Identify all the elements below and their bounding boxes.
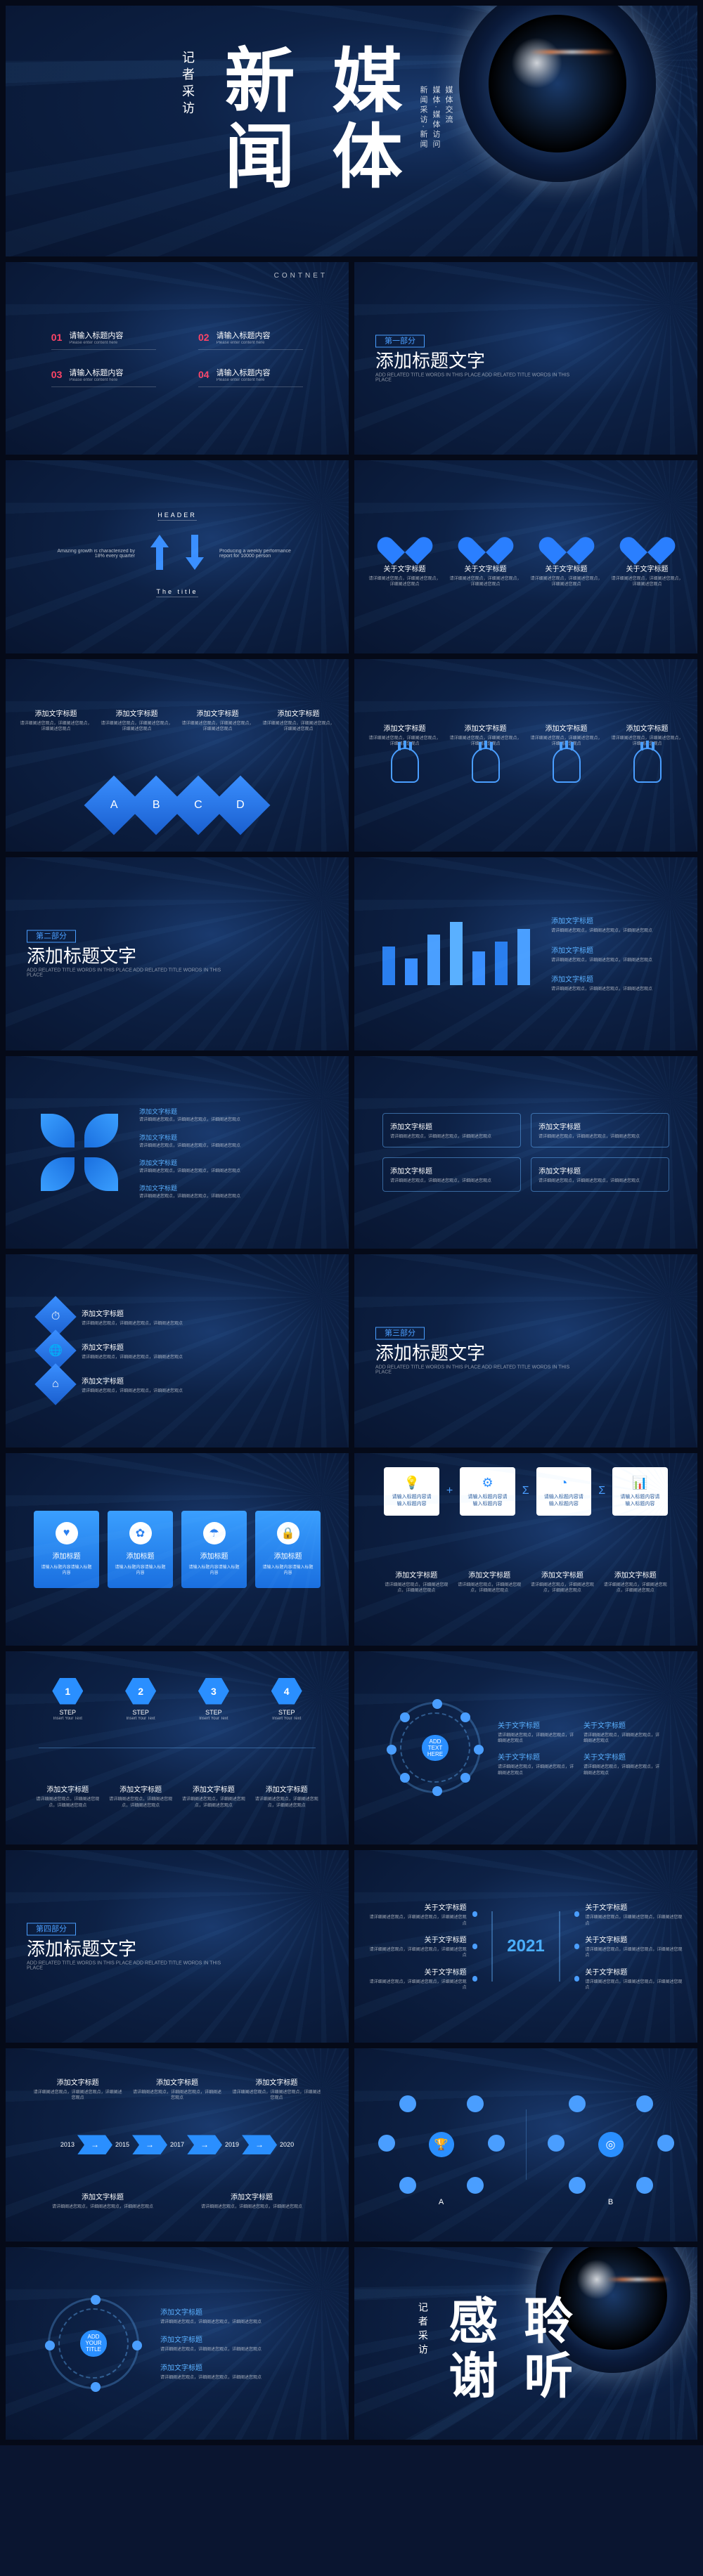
section-title: 添加标题文字 xyxy=(375,346,572,372)
diamonds3-slide: ⏱添加文字标题请详细阐述您观点，详细阐述您观点，详细阐述您观点 🌐添加文字标题请… xyxy=(6,1254,349,1448)
home-icon: ⌂ xyxy=(52,1378,59,1391)
bulb-icon: 💡 xyxy=(389,1476,434,1490)
cover-title: 记者采访 新闻 媒体 新闻采访·新闻 媒体·媒体访问 媒体交流 xyxy=(179,44,454,195)
thanks-big1: 感谢 xyxy=(434,2295,505,2405)
section-2: 第二部分 添加标题文字 ADD RELATED TITLE WORDS IN T… xyxy=(6,857,349,1050)
ring-chart: ADD TEXT HERE xyxy=(389,1702,481,1793)
ring-center: ADD TEXT HERE xyxy=(422,1735,448,1761)
bar-chart xyxy=(382,922,530,985)
arrow-up-icon xyxy=(149,535,170,573)
cover-big2: 媒体 xyxy=(310,44,412,195)
toc-item: 01请输入标题内容Please enter content here xyxy=(51,330,156,350)
clock-circle-icon: ✿ xyxy=(129,1522,152,1544)
hands-slide: 添加文字标题请详细阐述您观点，详细阐述您观点，详细阐述您观点 添加文字标题请详细… xyxy=(354,659,697,852)
section-3: 第三部分 添加标题文字 ADD RELATED TITLE WORDS IN T… xyxy=(354,1254,697,1448)
thanks-sub: 记者采访 xyxy=(416,2302,430,2405)
toc-slide: CONTNET 01请输入标题内容Please enter content he… xyxy=(6,262,349,455)
white-card: 💡请输入标题内容请输入标题内容 xyxy=(384,1467,439,1516)
header-label: HEADER xyxy=(157,512,197,521)
lock-circle-icon: 🔒 xyxy=(277,1522,299,1544)
section-1: 第一部分 添加标题文字 ADD RELATED TITLE WORDS IN T… xyxy=(354,262,697,455)
hub-b: ◎ B xyxy=(548,2095,674,2194)
arrow-chain: 2013 → 2015 → 2017 → 2019 → 2020 xyxy=(60,2135,294,2154)
thanks-big2: 聆听 xyxy=(510,2295,581,2405)
umbrella-circle-icon: ☂ xyxy=(203,1522,226,1544)
arrow-down-icon xyxy=(184,535,205,573)
timeline-year: 2021 xyxy=(507,1937,544,1956)
outline-box: 添加文字标题请详细阐述您观点，详细阐述您观点，详细阐述您观点 xyxy=(382,1113,521,1147)
hand-icon xyxy=(391,748,419,783)
ring-diagram: ADD YOUR TITLE xyxy=(48,2298,139,2389)
contnet-label: CONTNET xyxy=(274,272,328,280)
bar-chart-slide: 添加文字标题请详细阐述您观点，详细阐述您观点，详细阐述您观点 添加文字标题请详细… xyxy=(354,857,697,1050)
cover-sub: 记者采访 xyxy=(179,51,197,195)
plus-icon: + xyxy=(446,1485,453,1497)
cover-big1: 新闻 xyxy=(202,44,304,195)
chart-icon: 📊 xyxy=(618,1476,662,1490)
outline-boxes-slide: 添加文字标题请详细阐述您观点，详细阐述您观点，详细阐述您观点 添加文字标题请详细… xyxy=(354,1056,697,1249)
diamonds-slide: 添加文字标题请详细阐述您观点，详细阐述您观点，详细阐述您观点 添加文字标题请详细… xyxy=(6,659,349,852)
hubs-slide: 🏆 A ◎ B xyxy=(354,2048,697,2242)
hearts-slide: 关于文字标题请详细阐述您观点，详细阐述您观点，详细阐述您观点 关于文字标题请详细… xyxy=(354,460,697,653)
globe-icon: 🌐 xyxy=(49,1344,63,1358)
white-cards-slide: 💡请输入标题内容请输入标题内容 + ⚙请输入标题内容请输入标题内容 Σ ◔请输入… xyxy=(354,1453,697,1646)
trophy-icon: 🏆 xyxy=(429,2132,454,2157)
clock-icon: ⏱ xyxy=(51,1310,60,1323)
arrow-chain-slide: 添加文字标题请详细阐述您观点，详细阐述您观点，详细阐述您观点 添加文字标题请详细… xyxy=(6,2048,349,2242)
timeline-slide: 关于文字标题请详细阐述您观点，详细阐述您观点，详细阐述您观点 关于文字标题请详细… xyxy=(354,1850,697,2043)
cover-slide: 记者采访 新闻 媒体 新闻采访·新闻 媒体·媒体访问 媒体交流 xyxy=(6,6,697,256)
heart-circle-icon: ♥ xyxy=(56,1522,78,1544)
hex-step: 1 xyxy=(52,1678,83,1705)
blue-card: ♥添加标题请输入标题内容请输入标题内容 xyxy=(34,1511,99,1588)
single-ring-slide: ADD YOUR TITLE 添加文字标题请详细阐述您观点，详细阐述您观点，详细… xyxy=(6,2247,349,2440)
hex-steps-slide: 1STEPInsert Your Text 2STEPInsert Your T… xyxy=(6,1651,349,1845)
blue-cards-slide: ♥添加标题请输入标题内容请输入标题内容 ✿添加标题请输入标题内容请输入标题内容 … xyxy=(6,1453,349,1646)
header-slide: HEADER Amazing growth is characterized b… xyxy=(6,460,349,653)
petal-slide: 添加文字标题请详细阐述您观点，详细阐述您观点，详细阐述您观点 添加文字标题请详细… xyxy=(6,1056,349,1249)
pie-icon: ◔ xyxy=(542,1476,586,1490)
sigma-icon: Σ xyxy=(522,1485,529,1497)
section-tag: 第一部分 xyxy=(375,334,425,347)
gear-icon: ⚙ xyxy=(465,1476,510,1490)
hub-a: 🏆 A xyxy=(378,2095,505,2194)
thanks-slide: 记者采访 感谢 聆听 xyxy=(354,2247,697,2440)
section-4: 第四部分 添加标题文字 ADD RELATED TITLE WORDS IN T… xyxy=(6,1850,349,2043)
target-icon: ◎ xyxy=(598,2132,624,2157)
petal-diagram xyxy=(41,1114,118,1191)
heart-icon xyxy=(387,526,423,557)
ring-chart-slide: ADD TEXT HERE 关于文字标题请详细阐述您观点，详细阐述您观点，详细阐… xyxy=(354,1651,697,1845)
